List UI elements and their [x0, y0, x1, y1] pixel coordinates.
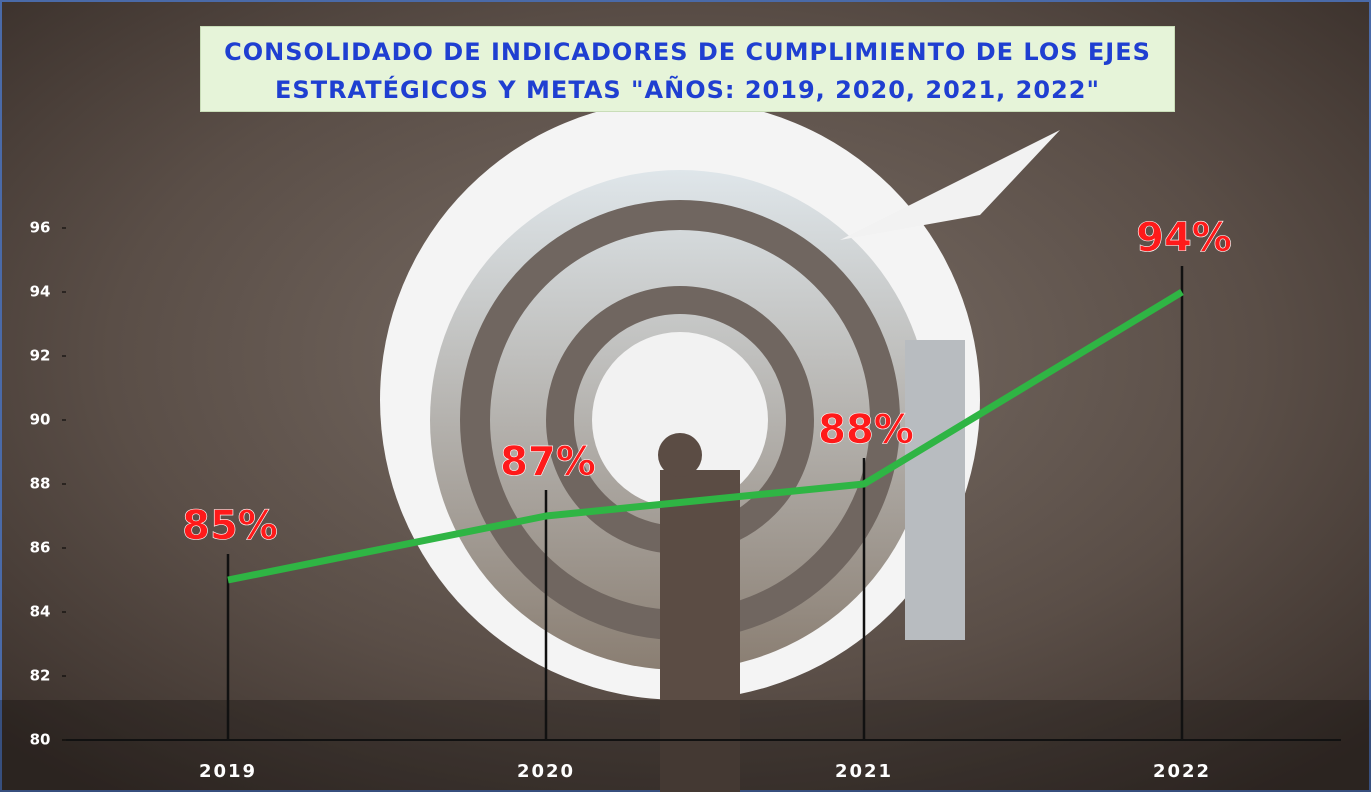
y-tick-label: 88 — [30, 475, 51, 493]
y-tick-label: 80 — [30, 731, 51, 749]
data-label: 85% — [182, 503, 278, 549]
data-label: 87% — [500, 439, 596, 485]
y-tick-label: 86 — [30, 539, 51, 557]
person — [660, 470, 740, 792]
x-tick-label: 2021 — [835, 761, 893, 782]
y-tick-label: 92 — [30, 347, 51, 365]
target-center — [592, 332, 768, 508]
y-tick-label: 84 — [30, 603, 51, 621]
y-tick-label: 94 — [30, 283, 51, 301]
data-label: 94% — [1136, 215, 1232, 261]
data-label: 88% — [818, 407, 914, 453]
x-tick-label: 2019 — [199, 761, 257, 782]
arrow-shape — [840, 130, 1060, 240]
person-head — [658, 433, 702, 477]
y-tick-label: 90 — [30, 411, 51, 429]
chart-title: CONSOLIDADO DE INDICADORES DE CUMPLIMIEN… — [200, 26, 1175, 112]
series-line — [227, 289, 1184, 584]
x-tick-label: 2022 — [1153, 761, 1211, 782]
building — [905, 340, 965, 640]
y-tick-label: 82 — [30, 667, 51, 685]
y-tick-label: 96 — [30, 219, 51, 237]
x-tick-label: 2020 — [517, 761, 575, 782]
